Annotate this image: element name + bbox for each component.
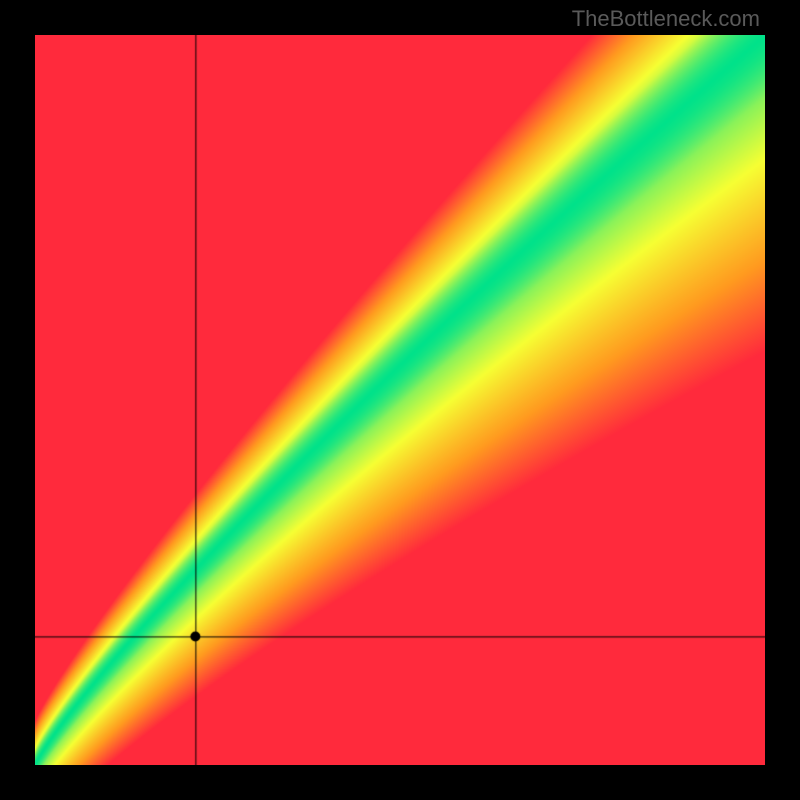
watermark-text: TheBottleneck.com (572, 6, 760, 32)
plot-area (35, 35, 765, 765)
heatmap-canvas (35, 35, 765, 765)
